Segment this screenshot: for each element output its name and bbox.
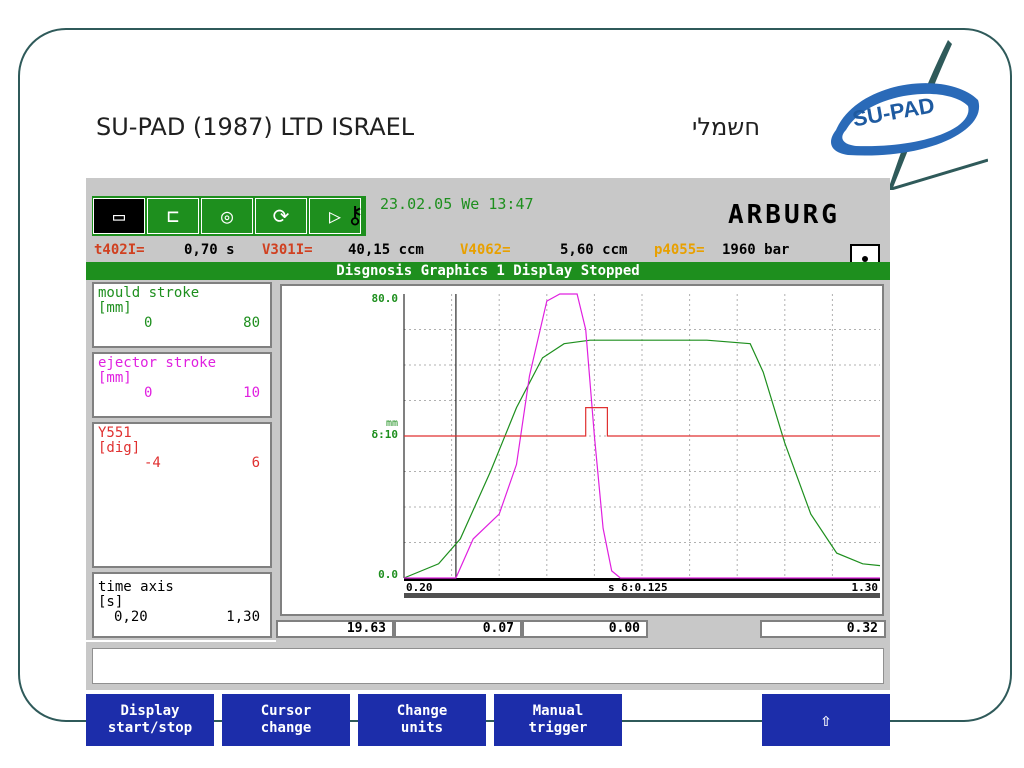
param-key: V4062= [460, 242, 511, 258]
softkey-manual-trigger[interactable]: Manual trigger [494, 694, 622, 746]
x-axis-scroll-bar [404, 593, 880, 598]
channel-min: 0 [144, 315, 153, 331]
readout-mould-stroke: 19.63 [276, 620, 394, 638]
channel-name: mould stroke [98, 285, 200, 301]
cycle-icon[interactable]: ⟳ [255, 198, 307, 234]
channel-max: 10 [243, 385, 260, 401]
channel-unit: [dig] [98, 440, 141, 456]
x-axis-line [404, 578, 880, 581]
channel-unit: [mm] [98, 370, 132, 386]
channel-box-time-axis[interactable]: time axis [s] 0,20 1,30 [92, 572, 272, 638]
graph-area: 80.0 mm δ:10 0.0 0.20 s δ:0.125 1.30 [276, 280, 890, 618]
series-line-ejector-stroke [404, 293, 880, 579]
machine-top-area: ▭ ⊏ ◎ ⟳ ▷ ⚷ 23.02.05 We 13:47 ARBURG t40… [86, 178, 890, 274]
x-end-label: 1.30 [852, 581, 879, 594]
key-icon[interactable]: ⚷ [346, 201, 364, 229]
supad-logo [831, 40, 988, 190]
channel-min: 0 [144, 385, 153, 401]
parameter-row: t402I= 0,70 s V301I= 40,15 ccm V4062= 5,… [86, 240, 846, 260]
param-value: 5,60 ccm [560, 242, 628, 258]
channel-max: 80 [243, 315, 260, 331]
channel-box-y551[interactable]: Y551 [dig] -4 6 [92, 422, 272, 568]
shift-arrow-icon: ⇧ [820, 709, 832, 731]
input-icon[interactable]: ▷ [309, 198, 361, 234]
toolbar-icons: ▭ ⊏ ◎ ⟳ ▷ [92, 196, 366, 236]
frame-gap-right [890, 189, 1010, 195]
softkey-display-start-stop[interactable]: Display start/stop [86, 694, 214, 746]
y-mid-unit: mm [386, 418, 398, 429]
y-bottom-label: 0.0 [378, 568, 398, 581]
readout-y551: 0.00 [522, 620, 648, 638]
channel-name: Y551 [98, 425, 132, 441]
softkey-cursor-change[interactable]: Cursor change [222, 694, 350, 746]
machine-screen: ▭ ⊏ ◎ ⟳ ▷ ⚷ 23.02.05 We 13:47 ARBURG t40… [86, 178, 890, 690]
injection-unit-icon[interactable]: ⊏ [147, 198, 199, 234]
softkey-label: Cursor [260, 703, 312, 719]
param-value: 40,15 ccm [348, 242, 424, 258]
readout-ejector-stroke: 0.07 [394, 620, 522, 638]
softkey-label: units [400, 720, 444, 736]
message-line [92, 648, 884, 684]
param-key: V301I= [262, 242, 313, 258]
y-top-label: 80.0 [372, 292, 399, 305]
mould-icon[interactable]: ▭ [93, 198, 145, 234]
softkey-label: change [260, 720, 312, 736]
channel-name: ejector stroke [98, 355, 217, 371]
softkey-change-units[interactable]: Change units [358, 694, 486, 746]
channel-max: 1,30 [226, 609, 260, 625]
softkey-label: Display [120, 703, 180, 719]
datetime: 23.02.05 We 13:47 [380, 195, 534, 213]
channel-min: 0,20 [114, 609, 148, 625]
channel-min: -4 [144, 455, 161, 471]
softkey-label: start/stop [107, 720, 193, 736]
channel-panel: mould stroke [mm] 0 80 ejector stroke [mm… [86, 280, 276, 640]
channel-unit: [s] [98, 594, 124, 610]
series-line-y551 [404, 406, 880, 437]
param-key: p4055= [654, 242, 705, 258]
series-line-mould-stroke [403, 339, 881, 579]
graph-panel[interactable]: 80.0 mm δ:10 0.0 0.20 s δ:0.125 1.30 [280, 284, 884, 616]
y-mid-label: δ:10 [372, 428, 399, 441]
readout-cursor-time: 0.32 [760, 620, 886, 638]
param-value: 0,70 s [184, 242, 235, 258]
channel-box-mould-stroke[interactable]: mould stroke [mm] 0 80 [92, 282, 272, 348]
company-title: SU-PAD (1987) LTD ISRAEL [96, 113, 415, 141]
dot-icon [862, 256, 868, 262]
channel-box-ejector-stroke[interactable]: ejector stroke [mm] 0 10 [92, 352, 272, 418]
x-mid-label: s δ:0.125 [608, 581, 668, 594]
diagnosis-chart[interactable]: 80.0 mmδ:10 0.0 0.20 s δ:0.125 1.30 [282, 286, 882, 614]
param-key: t402I= [94, 242, 145, 258]
channel-max: 6 [251, 455, 260, 471]
channel-unit: [mm] [98, 300, 132, 316]
softkey-label: Change [396, 703, 448, 719]
softkey-label: trigger [528, 720, 588, 736]
channel-name: time axis [98, 579, 174, 595]
status-bar: Disgnosis Graphics 1 Display Stopped [86, 262, 890, 280]
message-area [86, 642, 890, 690]
softkey-label: Manual [532, 703, 584, 719]
param-value: 1960 bar [722, 242, 790, 258]
hebrew-title: חשמלי [692, 113, 760, 141]
cursor-readouts: 19.63 0.07 0.00 0.32 [276, 618, 890, 642]
brand-logo: ARBURG [728, 200, 840, 230]
x-start-label: 0.20 [406, 581, 433, 594]
softkey-shift[interactable]: ⇧ [762, 694, 890, 746]
heating-icon[interactable]: ◎ [201, 198, 253, 234]
softkey-bar: Display start/stop Cursor change Change … [86, 694, 890, 746]
